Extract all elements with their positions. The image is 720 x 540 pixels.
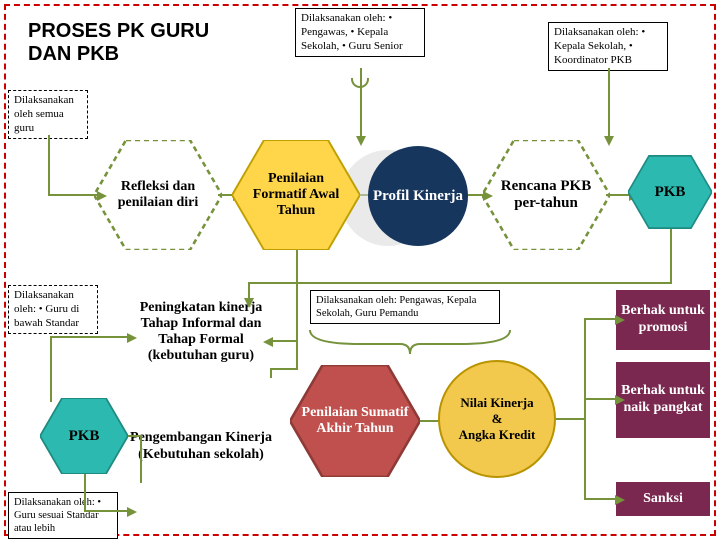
annot-top-left: Dilaksanakan oleh semua guru [8,90,88,139]
circle-nilai: Nilai Kinerja & Angka Kredit [438,360,556,478]
hex-pkb-right: PKB [628,155,712,229]
circle-profil: Profil Kinerja [368,146,468,246]
annot-bottom-left: Dilaksanakan oleh: • Guru sesuai Standar… [8,492,118,539]
box-promosi: Berhak untuk promosi [616,290,710,350]
annot-top-right: Dilaksanakan oleh: • Kepala Sekolah, • K… [548,22,668,71]
annot-mid-left: Dilaksanakan oleh: • Guru di bawah Stand… [8,285,98,334]
annot-mid-center: Dilaksanakan oleh: Pengawas, Kepala Seko… [310,290,500,324]
hex-penilaian-formatif: Penilaian Formatif Awal Tahun [232,140,360,250]
annot-top-center: Dilaksanakan oleh: • Pengawas, • Kepala … [295,8,425,57]
hex-refleksi: Refleksi dan penilaian diri [94,140,222,250]
box-pangkat: Berhak untuk naik pangkat [616,362,710,438]
hex-rencana: Rencana PKB per-tahun [482,140,610,250]
text-peningkatan: Peningkatan kinerja Tahap Informal dan T… [126,300,276,364]
page-title: PROSES PK GURU DAN PKB [28,20,258,66]
hex-sumatif: Penilaian Sumatif Akhir Tahun [290,365,420,477]
text-pengembangan: Pengembangan Kinerja (Kebutuhan sekolah) [126,430,276,464]
hex-pkb-left: PKB [40,398,128,474]
box-sanksi: Sanksi [616,482,710,516]
